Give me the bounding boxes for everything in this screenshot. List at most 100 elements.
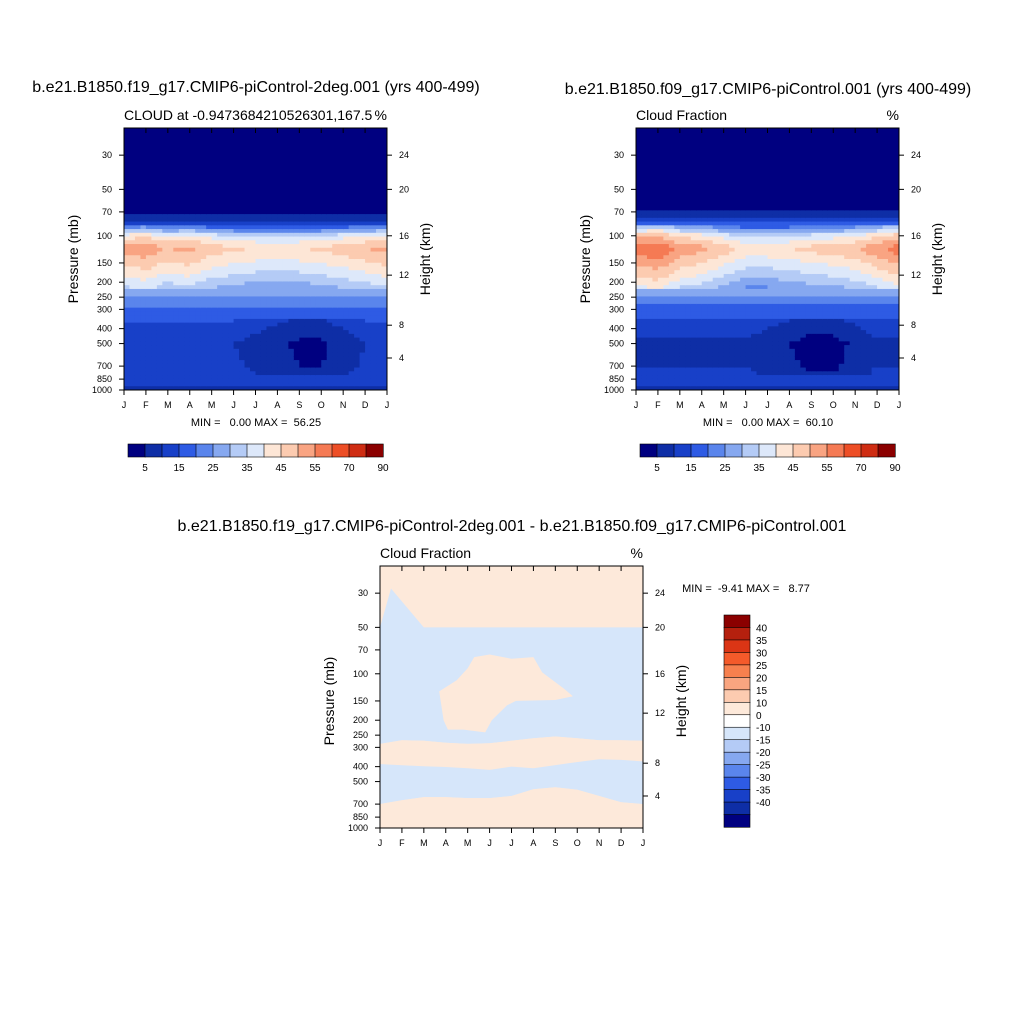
contour-cell [222, 259, 229, 264]
contour-cell [310, 135, 317, 140]
contour-cell [250, 240, 257, 245]
contour-cell [370, 378, 377, 384]
contour-cell [255, 281, 262, 286]
contour-cell [376, 221, 383, 226]
contour-cell [206, 195, 213, 200]
contour-cell [228, 303, 235, 309]
contour-cell [288, 273, 295, 279]
contour-cell [255, 157, 262, 163]
contour-cell [244, 363, 251, 369]
contour-cell [228, 337, 235, 342]
contour-cell [376, 356, 383, 361]
contour-cell [745, 348, 752, 354]
contour-cell [250, 326, 257, 331]
contour-cell [260, 139, 268, 144]
contour-cell [178, 206, 185, 211]
contour-cell [657, 150, 664, 155]
contour-cell [250, 386, 257, 390]
contour-cell [354, 255, 361, 260]
contour-cell [679, 135, 686, 140]
contour-cell [250, 277, 257, 283]
contour-cell [162, 337, 169, 342]
contour-cell [195, 176, 202, 181]
contour-cell [200, 135, 207, 140]
contour-cell [266, 172, 273, 178]
contour-cell [310, 367, 317, 372]
contour-cell [217, 255, 224, 260]
contour-cell [266, 378, 273, 384]
contour-cell [646, 360, 654, 365]
contour-cell [723, 232, 730, 238]
contour-cell [277, 214, 284, 219]
contour-cell [195, 303, 202, 309]
contour-cell [652, 184, 659, 189]
contour-cell [641, 266, 648, 271]
contour-cell [266, 375, 273, 380]
contour-cell [299, 202, 306, 208]
contour-cell [277, 330, 284, 335]
contour-cell [134, 176, 142, 181]
contour-cell [271, 341, 279, 346]
contour-cell [723, 378, 730, 384]
contour-cell [195, 225, 202, 230]
contour-cell [729, 277, 736, 283]
contour-cell [129, 262, 136, 268]
contour-cell [381, 288, 387, 294]
contour-cell [679, 154, 686, 159]
contour-cell [211, 142, 218, 148]
contour-cell [140, 307, 147, 312]
contour-cell [167, 187, 174, 193]
contour-cell [266, 236, 273, 241]
contour-cell [701, 296, 708, 301]
contour-cell [195, 187, 202, 193]
contour-cell [668, 169, 675, 174]
contour-cell [348, 247, 355, 253]
contour-cell [685, 378, 692, 384]
contour-cell [266, 315, 273, 320]
contour-cell [332, 150, 339, 155]
contour-cell [652, 135, 659, 140]
contour-cell [233, 363, 240, 369]
contour-cell [255, 270, 262, 275]
contour-cell [184, 322, 191, 327]
contour-cell [167, 229, 174, 234]
contour-cell [244, 146, 251, 152]
contour-cell [228, 199, 235, 204]
contour-cell [652, 367, 659, 372]
contour-cell [271, 199, 279, 204]
contour-cell [668, 210, 675, 215]
contour-cell [244, 157, 251, 163]
contour-cell [745, 229, 752, 234]
contour-cell [370, 236, 377, 241]
contour-cell [151, 255, 158, 260]
contour-cell [348, 330, 355, 335]
contour-cell [343, 169, 350, 174]
contour-cell [740, 255, 747, 260]
contour-cell [685, 315, 692, 320]
contour-cell [745, 139, 752, 144]
contour-cell [636, 247, 643, 253]
panel-2-title: b.e21.B1850.f09_g17.CMIP6-piControl.001 … [565, 81, 971, 98]
contour-cell [657, 135, 664, 140]
contour-cell [304, 131, 311, 137]
contour-cell [636, 206, 643, 211]
contour-cell [326, 386, 333, 390]
contour-cell [189, 202, 196, 208]
contour-cell [266, 142, 273, 148]
contour-cell [277, 202, 284, 208]
contour-cell [228, 139, 235, 144]
contour-cell [299, 292, 306, 298]
contour-cell [244, 360, 251, 365]
contour-cell [321, 360, 328, 365]
contour-cell [124, 356, 131, 361]
contour-cell [751, 221, 758, 226]
contour-cell [217, 217, 224, 223]
contour-cell [337, 191, 344, 196]
contour-cell [310, 318, 317, 324]
contour-cell [189, 214, 196, 219]
contour-cell [239, 348, 246, 354]
contour-cell [145, 292, 152, 298]
contour-cell [685, 333, 692, 339]
contour-cell [140, 157, 147, 163]
contour-cell [206, 150, 213, 155]
